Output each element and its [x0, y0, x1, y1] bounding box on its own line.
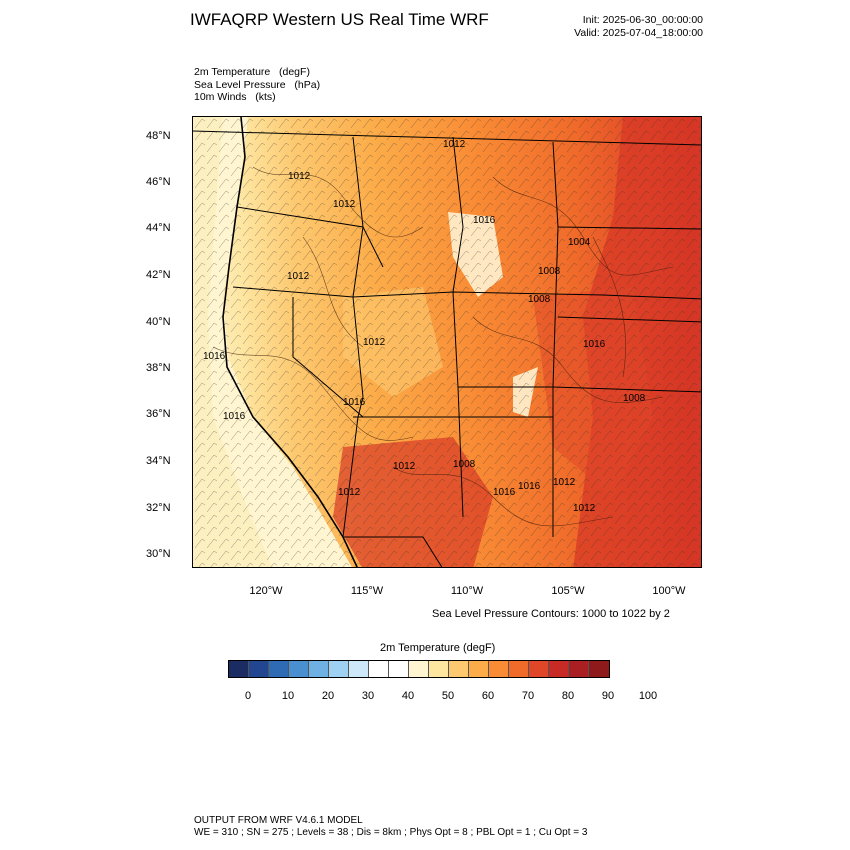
colorbar-swatch — [409, 661, 429, 677]
colorbar-tick-label: 60 — [481, 690, 495, 702]
pressure-label: 1016 — [223, 411, 246, 422]
lon-label: 110°W — [450, 585, 484, 597]
pressure-label: 1012 — [338, 487, 361, 498]
colorbar — [228, 660, 610, 678]
colorbar-swatch — [429, 661, 449, 677]
lon-label: 115°W — [350, 585, 384, 597]
colorbar-tick-label: 20 — [321, 690, 335, 702]
lat-label: 42°N — [146, 269, 171, 281]
colorbar-tick-label: 100 — [638, 690, 658, 702]
pressure-label: 1016 — [583, 339, 606, 350]
colorbar-tick-label: 0 — [244, 690, 252, 702]
colorbar-swatch — [369, 661, 389, 677]
field-list: 2m Temperature (degF) Sea Level Pressure… — [194, 66, 320, 104]
pressure-label: 1012 — [573, 503, 596, 514]
colorbar-tick-label: 50 — [441, 690, 455, 702]
lon-label: 120°W — [249, 585, 283, 597]
colorbar-tick-label: 10 — [281, 690, 295, 702]
colorbar-swatch — [309, 661, 329, 677]
colorbar-swatch — [289, 661, 309, 677]
colorbar-tick-label: 90 — [601, 690, 615, 702]
colorbar-swatch — [569, 661, 589, 677]
colorbar-swatch — [489, 661, 509, 677]
colorbar-swatch — [469, 661, 489, 677]
field-winds: 10m Winds (kts) — [194, 91, 276, 103]
colorbar-tick-label: 70 — [521, 690, 535, 702]
field-temperature: 2m Temperature (degF) — [194, 66, 310, 78]
colorbar-tick-label: 30 — [361, 690, 375, 702]
pressure-label: 1012 — [553, 477, 576, 488]
colorbar-swatch — [249, 661, 269, 677]
colorbar-swatch — [349, 661, 369, 677]
colorbar-tick-label: 80 — [561, 690, 575, 702]
map-title: IWFAQRP Western US Real Time WRF — [190, 10, 489, 29]
lat-label: 44°N — [146, 222, 171, 234]
pressure-label: 1012 — [443, 139, 466, 150]
pressure-label: 1012 — [393, 461, 416, 472]
model-version: OUTPUT FROM WRF V4.6.1 MODEL — [194, 815, 363, 826]
field-pressure: Sea Level Pressure (hPa) — [194, 78, 321, 91]
lat-label: 38°N — [146, 362, 171, 374]
lat-label: 32°N — [146, 502, 171, 514]
colorbar-swatch — [549, 661, 569, 677]
pressure-label: 1008 — [623, 393, 646, 404]
lat-label: 48°N — [146, 130, 171, 142]
valid-time: Valid: 2025-07-04_18:00:00 — [574, 27, 703, 39]
lat-label: 30°N — [146, 548, 171, 560]
map-panel: 1012 1012 1012 1016 1008 1004 1012 1016 1008 1016… — [192, 116, 702, 568]
pressure-label: 1012 — [288, 171, 311, 182]
pressure-label: 1004 — [568, 237, 591, 248]
pressure-label: 1012 — [363, 337, 386, 348]
pressure-label: 1016 — [473, 215, 496, 226]
colorbar-swatch — [529, 661, 549, 677]
colorbar-swatch — [509, 661, 529, 677]
colorbar-swatch — [389, 661, 409, 677]
pressure-label: 1016 — [518, 481, 541, 492]
lon-label: 105°W — [551, 585, 585, 597]
pressure-label: 1016 — [203, 351, 226, 362]
colorbar-swatch — [329, 661, 349, 677]
colorbar-swatch — [229, 661, 249, 677]
lon-label: 100°W — [652, 585, 686, 597]
contour-note: Sea Level Pressure Contours: 1000 to 102… — [432, 608, 670, 620]
colorbar-tick-label: 40 — [401, 690, 415, 702]
lat-label: 40°N — [146, 316, 171, 328]
pressure-label: 1008 — [453, 459, 476, 470]
temperature-map: 1012 1012 1012 1016 1008 1004 1012 1016 1008 1016… — [193, 117, 701, 567]
colorbar-swatch — [269, 661, 289, 677]
pressure-label: 1016 — [343, 397, 366, 408]
pressure-label: 1016 — [493, 487, 516, 498]
colorbar-swatch — [449, 661, 469, 677]
lat-label: 46°N — [146, 176, 171, 188]
pressure-label: 1012 — [287, 271, 310, 282]
pressure-labels: 1012 1012 1012 1016 1008 1004 1012 1016 1008 1016… — [203, 139, 646, 514]
run-times: Init: 2025-06-30_00:00:00 Valid: 2025-07… — [574, 14, 703, 40]
model-config: WE = 310 ; SN = 275 ; Levels = 38 ; Dis … — [194, 827, 588, 838]
colorbar-title: 2m Temperature (degF) — [380, 642, 496, 654]
model-info: OUTPUT FROM WRF V4.6.1 MODEL WE = 310 ; … — [194, 815, 587, 839]
colorbar-swatch — [589, 661, 609, 677]
pressure-label: 1008 — [538, 266, 561, 277]
lat-label: 36°N — [146, 408, 171, 420]
pressure-label: 1012 — [333, 199, 356, 210]
lat-label: 34°N — [146, 455, 171, 467]
init-time: Init: 2025-06-30_00:00:00 — [582, 14, 703, 26]
pressure-label: 1008 — [528, 294, 551, 305]
